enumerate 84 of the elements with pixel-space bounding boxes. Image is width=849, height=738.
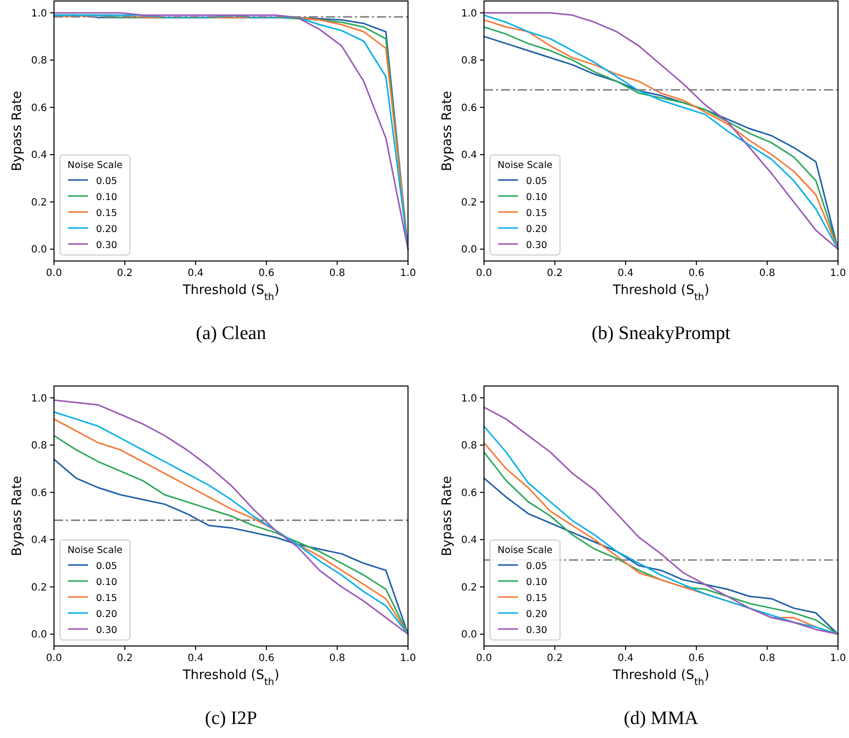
y-tick-label: 0.4 — [461, 535, 477, 546]
legend-label: 0.30 — [526, 625, 548, 636]
y-axis-title: Bypass Rate — [10, 476, 25, 556]
legend-label: 0.20 — [526, 609, 548, 620]
y-axis-title: Bypass Rate — [440, 90, 455, 172]
y-axis-title: Bypass Rate — [440, 476, 455, 556]
y-tick-label: 0.6 — [31, 488, 47, 499]
x-tick-label: 0.8 — [329, 268, 346, 279]
y-tick-label: 1.0 — [461, 8, 477, 20]
y-tick-label: 0.8 — [461, 440, 477, 452]
legend-label: 0.30 — [526, 240, 548, 251]
text: (a) Clean — [196, 323, 267, 344]
legend-label: 0.20 — [96, 224, 118, 235]
y-tick-label: 1.0 — [31, 393, 47, 404]
y-tick-label: 0.8 — [31, 56, 47, 67]
y-tick-label: 0.8 — [461, 56, 477, 67]
legend-label: 0.10 — [96, 192, 118, 203]
y-tick-label: 1.0 — [461, 393, 477, 404]
x-axis-title: Threshold (S$_{th}$) — [612, 283, 710, 302]
legend-label: 0.15 — [526, 208, 548, 219]
x-tick-label: 0.6 — [258, 653, 274, 664]
legend-label: 0.30 — [96, 240, 118, 251]
legend-title: Noise Scale — [68, 160, 123, 171]
x-tick-label: 1.0 — [400, 268, 416, 279]
y-tick-label: 0.6 — [31, 102, 47, 114]
x-tick-label: 0.8 — [759, 268, 776, 279]
x-tick-label: 0.0 — [46, 268, 62, 279]
y-tick-label: 1.0 — [31, 8, 47, 20]
legend-label: 0.05 — [96, 561, 118, 572]
x-tick-label: 0.4 — [618, 268, 634, 279]
text: (b) SneakyPrompt — [592, 323, 732, 344]
legend-label: 0.05 — [96, 176, 118, 187]
y-tick-label: 0.6 — [461, 488, 477, 499]
legend-label: 0.10 — [526, 577, 548, 588]
y-tick-label: 0.2 — [461, 197, 477, 208]
y-axis-title: Bypass Rate — [10, 90, 25, 172]
y-tick-label: 0.4 — [31, 535, 47, 546]
legend-title: Noise Scale — [68, 545, 123, 556]
x-tick-label: 1.0 — [830, 653, 846, 664]
legend-label: 0.10 — [526, 192, 548, 203]
y-tick-label: 0.8 — [31, 440, 47, 452]
legend-label: 0.30 — [96, 625, 118, 636]
legend-label: 0.15 — [96, 208, 118, 219]
legend-label: 0.05 — [526, 561, 548, 572]
x-tick-label: 0.2 — [116, 268, 133, 279]
x-tick-label: 0.4 — [188, 268, 204, 279]
y-tick-label: 0.2 — [461, 582, 477, 594]
x-tick-label: 0.4 — [618, 653, 634, 664]
legend-label: 0.20 — [526, 224, 548, 235]
x-tick-label: 0.8 — [759, 653, 776, 664]
x-tick-label: 0.6 — [258, 268, 274, 279]
legend-title: Noise Scale — [498, 160, 553, 171]
x-tick-label: 1.0 — [830, 268, 846, 279]
x-axis-title: Threshold (S$_{th}$) — [182, 668, 280, 688]
text: (c) I2P — [204, 708, 258, 729]
y-tick-label: 0.2 — [31, 197, 47, 208]
legend-label: 0.15 — [96, 593, 118, 604]
x-tick-label: 0.2 — [546, 268, 563, 279]
x-axis-title: Threshold (S$_{th}$) — [182, 283, 280, 302]
legend-title: Noise Scale — [498, 545, 553, 556]
legend-label: 0.20 — [96, 609, 118, 620]
legend-label: 0.10 — [96, 577, 118, 588]
x-tick-label: 0.2 — [116, 653, 133, 664]
x-tick-label: 0.0 — [476, 653, 492, 664]
x-tick-label: 0.8 — [329, 653, 346, 664]
y-tick-label: 0.0 — [31, 630, 47, 641]
legend-label: 0.15 — [526, 593, 548, 604]
y-tick-label: 0.0 — [461, 630, 477, 641]
x-tick-label: 0.6 — [688, 653, 704, 664]
x-tick-label: 0.2 — [546, 653, 563, 664]
x-tick-label: 0.4 — [188, 653, 204, 664]
y-tick-label: 0.2 — [31, 582, 47, 594]
y-tick-label: 0.4 — [461, 150, 477, 162]
legend-label: 0.05 — [526, 176, 548, 187]
x-tick-label: 0.6 — [688, 268, 704, 279]
x-tick-label: 0.0 — [46, 653, 62, 664]
y-tick-label: 0.0 — [461, 244, 477, 256]
y-tick-label: 0.6 — [461, 102, 477, 114]
x-tick-label: 1.0 — [400, 653, 416, 664]
text: (d) MMA — [624, 708, 698, 729]
y-tick-label: 0.0 — [31, 244, 47, 256]
x-tick-label: 0.0 — [476, 268, 492, 279]
x-axis-title: Threshold (S$_{th}$) — [612, 668, 710, 688]
y-tick-label: 0.4 — [31, 150, 47, 162]
